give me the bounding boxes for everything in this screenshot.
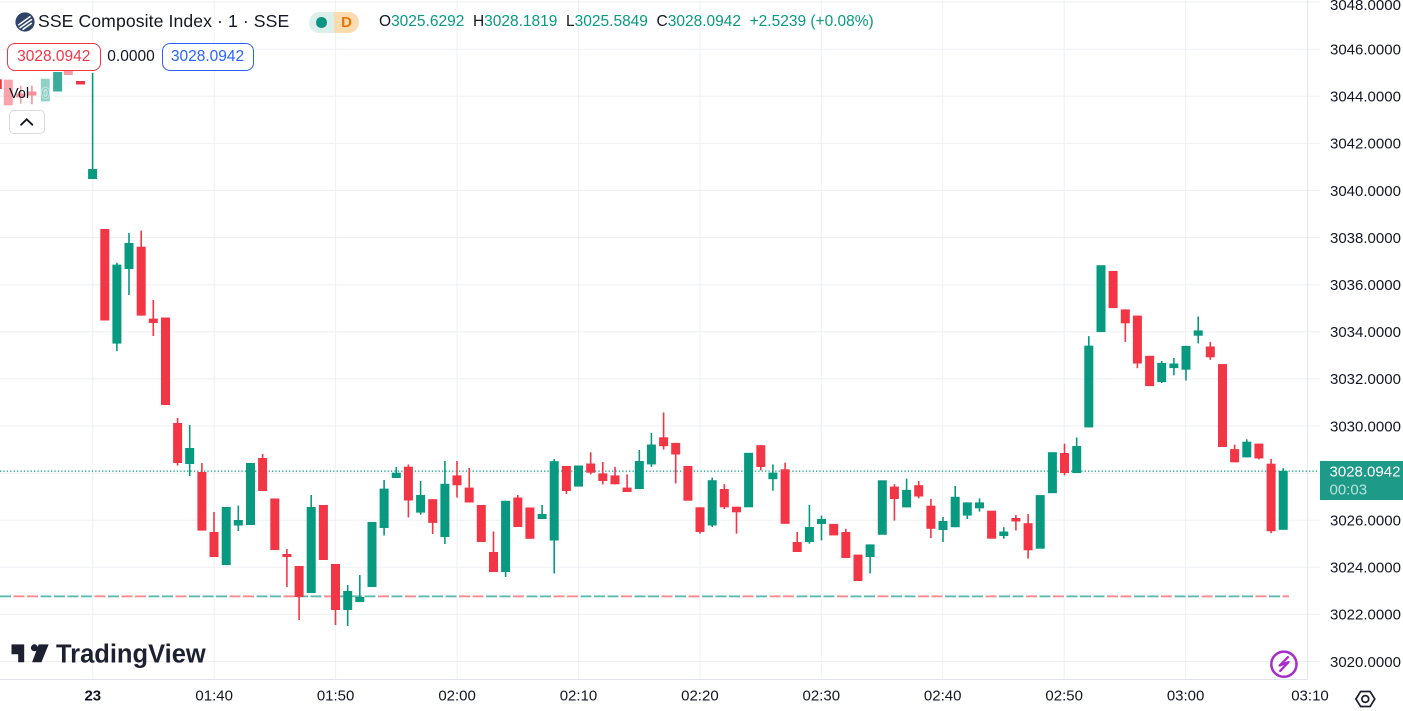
svg-text:3042.0000: 3042.0000 [1330, 136, 1401, 153]
svg-text:3028.0942: 3028.0942 [1330, 463, 1401, 480]
svg-text:3040.0000: 3040.0000 [1330, 183, 1401, 200]
svg-text:3038.0000: 3038.0000 [1330, 230, 1401, 247]
svg-text:3032.0000: 3032.0000 [1330, 371, 1401, 388]
svg-text:3048.0000: 3048.0000 [1330, 0, 1401, 14]
svg-text:3026.0000: 3026.0000 [1330, 513, 1401, 530]
svg-text:TradingView: TradingView [56, 641, 206, 669]
svg-text:3022.0000: 3022.0000 [1330, 607, 1401, 624]
svg-text:3024.0000: 3024.0000 [1330, 560, 1401, 577]
svg-text:3046.0000: 3046.0000 [1330, 42, 1401, 59]
svg-text:01:50: 01:50 [317, 688, 355, 705]
svg-text:02:10: 02:10 [560, 688, 598, 705]
svg-text:02:20: 02:20 [681, 688, 719, 705]
svg-text:02:50: 02:50 [1045, 688, 1083, 705]
svg-text:3036.0000: 3036.0000 [1330, 277, 1401, 294]
svg-text:3044.0000: 3044.0000 [1330, 89, 1401, 106]
svg-text:03:00: 03:00 [1167, 688, 1205, 705]
svg-text:01:40: 01:40 [195, 688, 233, 705]
svg-text:3034.0000: 3034.0000 [1330, 324, 1401, 341]
svg-text:02:30: 02:30 [803, 688, 841, 705]
svg-text:02:40: 02:40 [924, 688, 962, 705]
svg-text:02:00: 02:00 [438, 688, 476, 705]
svg-text:03:10: 03:10 [1291, 688, 1329, 705]
svg-text:23: 23 [84, 688, 101, 705]
svg-text:3020.0000: 3020.0000 [1330, 654, 1401, 671]
svg-text:3030.0000: 3030.0000 [1330, 418, 1401, 435]
svg-text:00:03: 00:03 [1330, 482, 1368, 499]
